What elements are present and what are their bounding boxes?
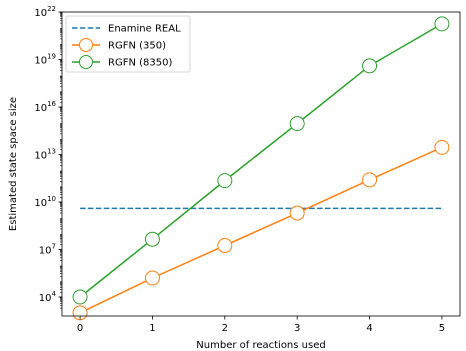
- x-tick-label-5: 5: [439, 323, 445, 334]
- data-point-2-0: [72, 289, 88, 305]
- y-tick-label-1: 107: [39, 243, 56, 257]
- x-tick-label-4: 4: [366, 323, 372, 334]
- data-point-1-2: [217, 238, 233, 254]
- series-line-1: [79, 146, 443, 314]
- y-tick-label-4: 1016: [34, 100, 56, 114]
- legend: Enamine REAL RGFN (350) RGFN (8350): [65, 15, 191, 73]
- legend-box: [65, 15, 191, 73]
- y-tick-label-0: 104: [39, 290, 57, 304]
- legend-entry-1: RGFN (350): [108, 41, 166, 52]
- x-axis-label: Number of reactions used: [196, 340, 325, 351]
- data-point-1-3: [289, 205, 305, 221]
- series-line-2: [79, 23, 443, 298]
- x-tick-label-2: 2: [222, 323, 228, 334]
- ticks-layer: 0 1 2 3 4 5 104 107 1010 1013 1016 1019 1022: [34, 5, 445, 334]
- x-tick-label-1: 1: [149, 323, 155, 334]
- data-point-2-5: [434, 16, 450, 32]
- x-tick-label-3: 3: [294, 323, 300, 334]
- y-axis-label: Estimated state space size: [8, 97, 19, 231]
- data-point-1-5: [434, 139, 450, 155]
- axes-frame: [61, 11, 461, 317]
- data-point-2-3: [289, 116, 305, 132]
- legend-marker-1: [79, 38, 93, 52]
- y-tick-label-5: 1019: [34, 53, 56, 67]
- plot-layer: [72, 16, 450, 321]
- data-point-1-1: [144, 270, 160, 286]
- legend-marker-2: [79, 55, 93, 69]
- data-point-2-4: [362, 58, 378, 74]
- data-point-2-2: [217, 173, 233, 189]
- y-tick-label-2: 1010: [34, 195, 56, 209]
- legend-entry-0: Enamine REAL: [108, 24, 181, 35]
- y-tick-label-3: 1013: [34, 148, 56, 162]
- data-point-2-1: [144, 231, 160, 247]
- y-tick-label-6: 1022: [34, 5, 56, 19]
- x-tick-label-0: 0: [77, 323, 83, 334]
- legend-entry-2: RGFN (8350): [108, 58, 172, 69]
- data-point-1-4: [362, 172, 378, 188]
